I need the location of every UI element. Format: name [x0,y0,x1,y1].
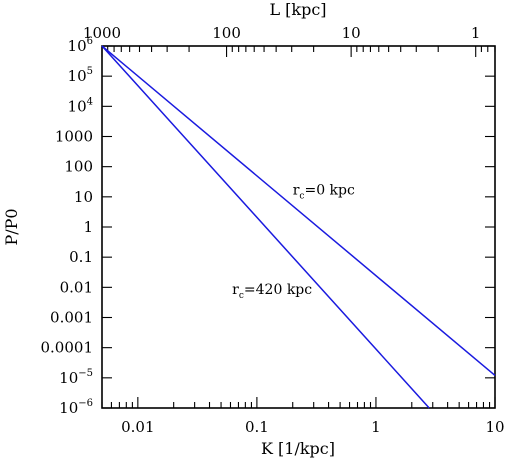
top-tick-label: 1 [471,24,481,42]
y-tick-label: 0.0001 [41,339,94,357]
y-tick-label: 0.01 [60,278,93,296]
top-tick-label: 10 [342,24,361,42]
x-tick-label: 0.1 [245,418,269,436]
x-tick-label: 0.01 [121,418,154,436]
series-lines [101,45,496,409]
tick-marks [101,45,496,409]
top-tick-label: 1000 [83,24,121,42]
y-tick-label: 104 [68,96,93,115]
y-axis-label: P/P0 [2,208,21,245]
y-tick-label: 10−5 [59,368,93,387]
y-tick-label: 10−6 [59,398,93,417]
y-tick-label: 0.1 [69,248,93,266]
y-tick-label: 100 [64,158,93,176]
y-tick-label: 1000 [55,128,93,146]
y-tick-label: 1 [83,218,93,236]
series-label-1: rc=0 kpc [293,182,355,201]
x-tick-label: 1 [371,418,381,436]
y-tick-label: 106 [68,36,93,55]
series-label-2: rc=420 kpc [232,282,312,301]
series-line-1 [101,45,496,377]
plot-frame [101,45,496,409]
x-axis-label: K [1/kpc] [261,439,335,458]
y-tick-label: 105 [68,66,93,85]
series-line-2 [101,45,430,409]
x-tick-label: 10 [485,418,504,436]
y-tick-label: 0.001 [50,309,93,327]
top-tick-label: 100 [212,24,241,42]
top-axis-label: L [kpc] [269,0,326,19]
y-tick-label: 10 [74,188,93,206]
series-annotations: rc=0 kpc rc=420 kpc [232,182,355,301]
